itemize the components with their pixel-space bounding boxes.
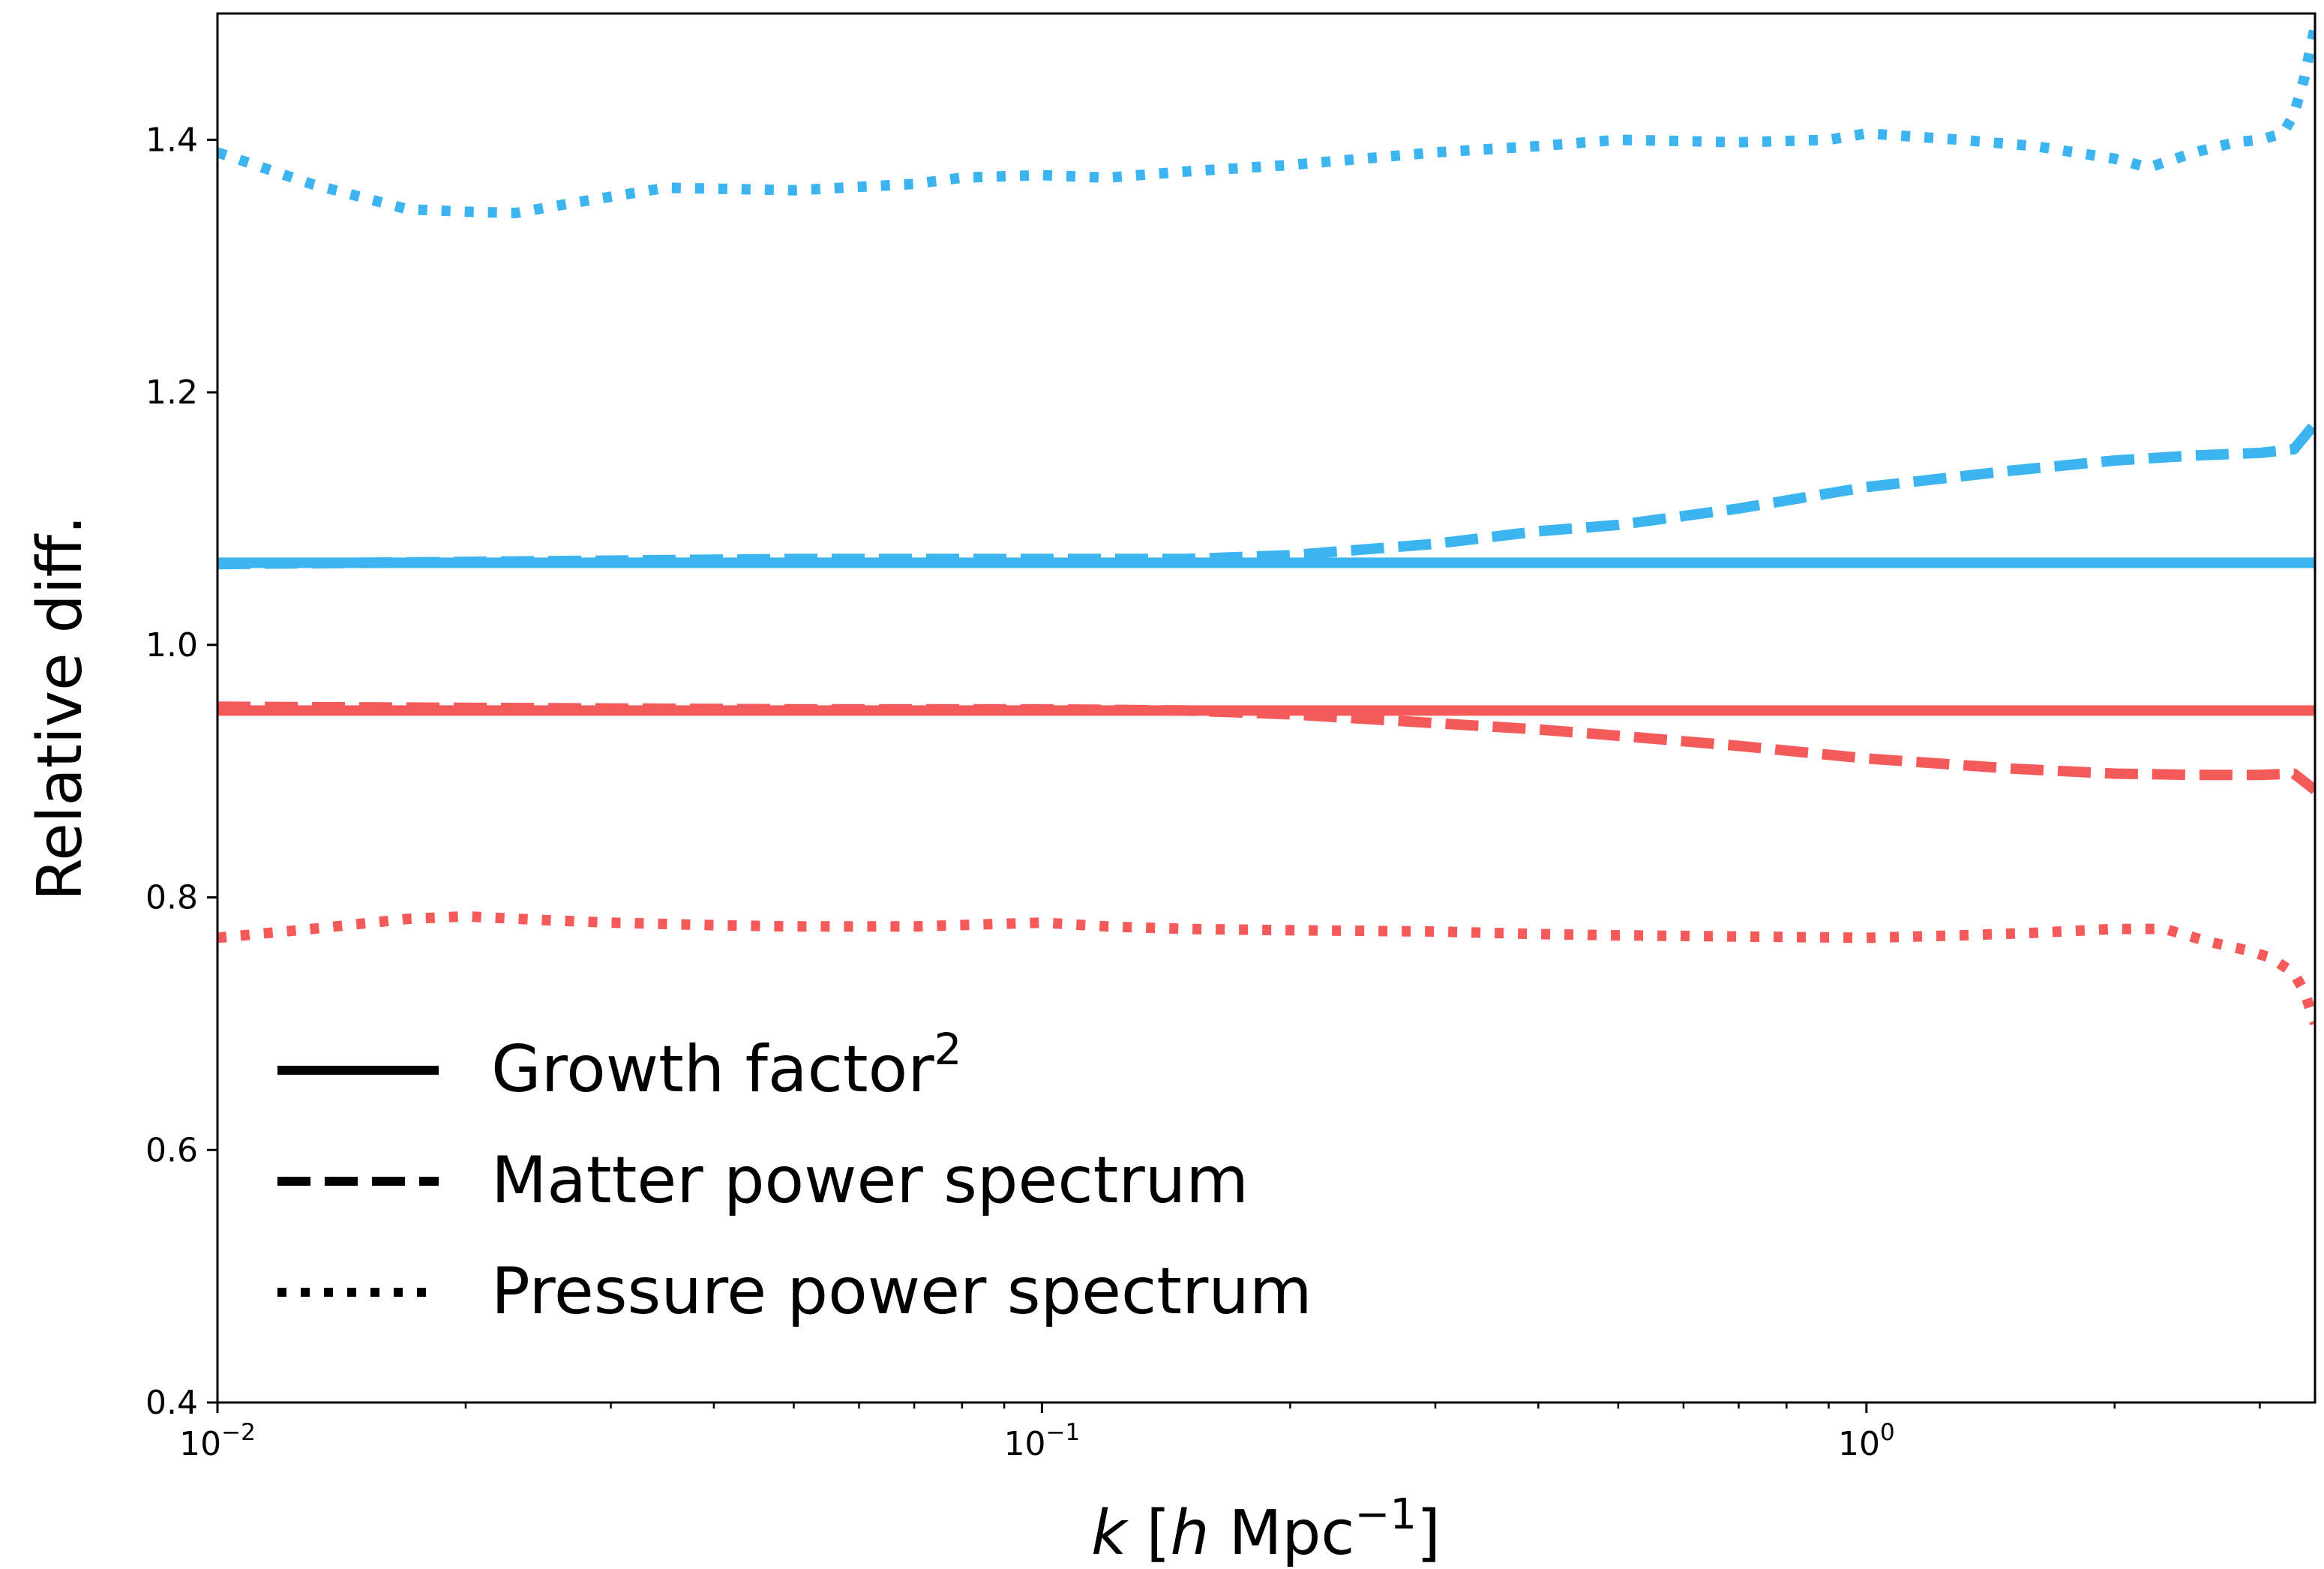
plot-frame [216,12,2317,1404]
x-tick-label: 10−1 [1004,1419,1081,1463]
x-axis-label-close: ] [1417,1498,1441,1569]
series-blue-dotted [217,25,2315,218]
series-layer [217,25,2315,1026]
ticks-layer: 0.4 0.6 0.8 1.0 1.2 1.4 10−2 10−1 100 [145,121,2261,1463]
y-tick-label: 1.0 [145,626,198,664]
y-tick-label: 0.4 [145,1384,198,1422]
legend-label-growth: Growth factor2 [491,1024,961,1107]
series-red-dotted [217,910,2315,1026]
x-axis-label: k [h Mpc−1] [1091,1490,1441,1569]
y-axis-label: Relative diff. [25,515,96,901]
series-blue-dashed [217,420,2315,570]
x-axis-label-h: h [1171,1498,1210,1569]
x-tick-label: 10−2 [179,1419,256,1463]
legend-label-pressure: Pressure power spectrum [491,1254,1312,1329]
x-tick-label: 100 [1838,1419,1895,1463]
x-axis-label-k: k [1091,1498,1129,1569]
y-tick-label: 1.2 [145,374,198,412]
x-axis-label-unit: Mpc [1210,1498,1355,1569]
y-tick-label: 0.6 [145,1131,198,1169]
legend: Growth factor2 Matter power spectrum Pre… [277,1024,1312,1329]
y-tick-label: 0.8 [145,879,198,917]
series-red-dashed [217,701,2315,794]
legend-label-matter: Matter power spectrum [491,1143,1249,1218]
x-axis-label-exp: −1 [1354,1490,1417,1539]
x-axis-label-open: [ [1126,1498,1170,1569]
y-tick-label: 1.4 [145,121,198,159]
